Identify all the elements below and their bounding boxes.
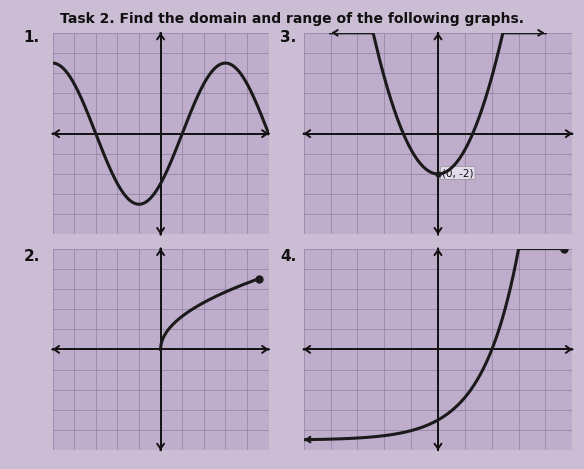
Text: 2.: 2. bbox=[23, 249, 40, 264]
Text: 3.: 3. bbox=[280, 30, 297, 45]
Text: 1.: 1. bbox=[23, 30, 40, 45]
Text: 4.: 4. bbox=[280, 249, 297, 264]
Text: Task 2. Find the domain and range of the following graphs.: Task 2. Find the domain and range of the… bbox=[60, 12, 524, 26]
Text: (0, -2): (0, -2) bbox=[442, 168, 474, 178]
